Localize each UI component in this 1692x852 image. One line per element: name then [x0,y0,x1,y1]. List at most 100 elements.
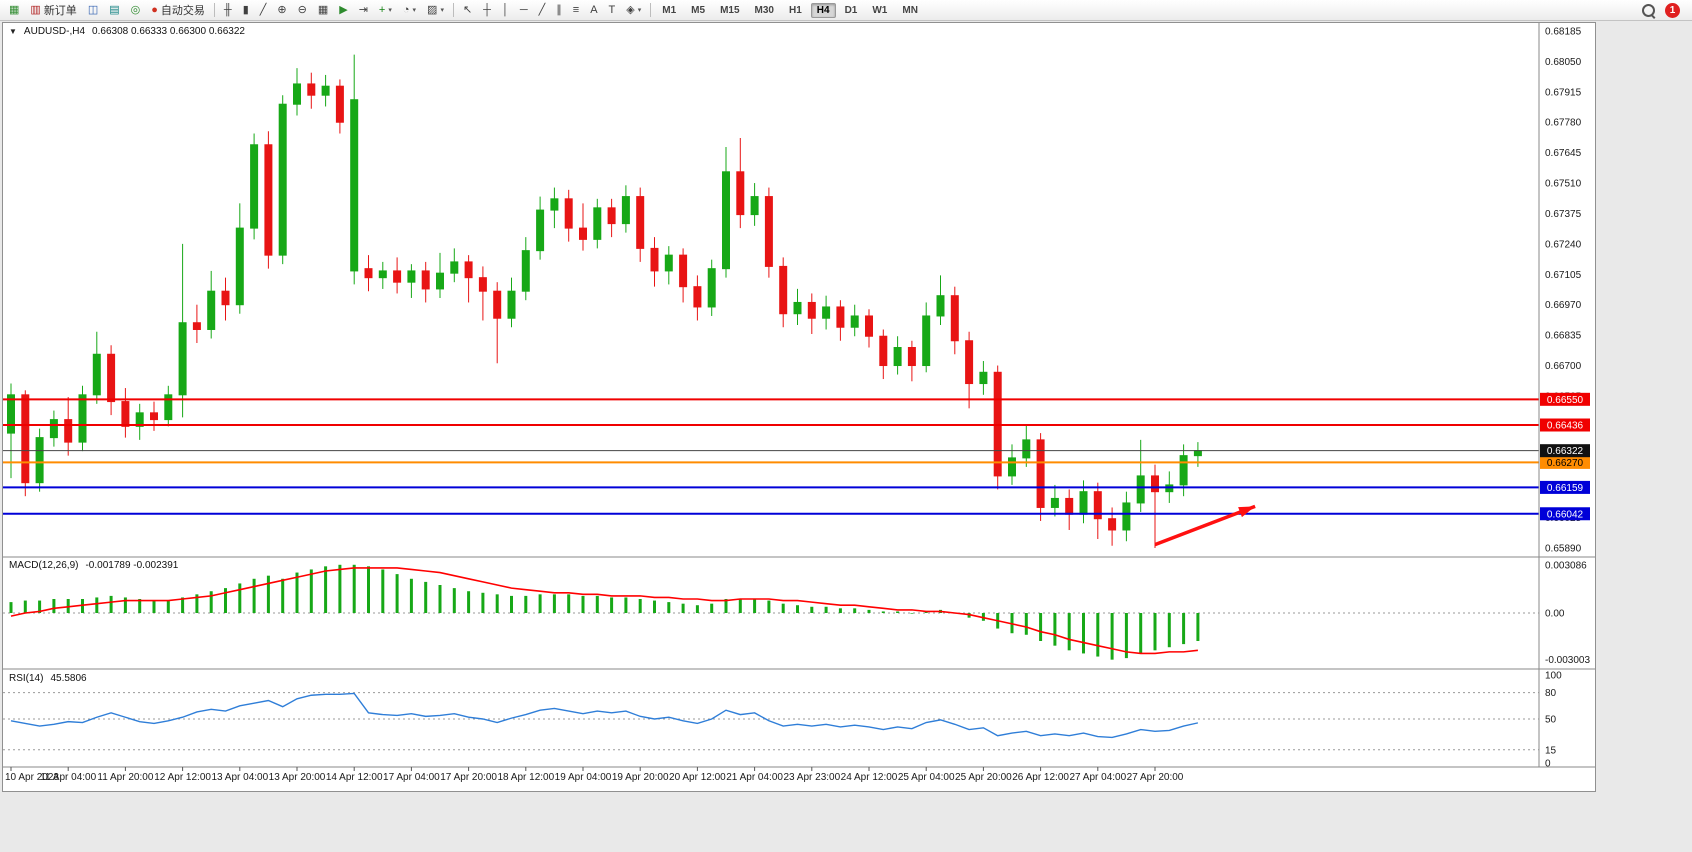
fibonacci-button[interactable]: ≡ [568,1,584,20]
toolbar-right: 1 [1642,2,1688,18]
main-chart-area[interactable] [3,23,1539,557]
svg-text:26 Apr 12:00: 26 Apr 12:00 [1012,772,1069,783]
notification-badge[interactable]: 1 [1665,2,1680,18]
autotrade-button[interactable]: ● 自动交易 [146,1,210,20]
timeframe-m15-button[interactable]: M15 [720,4,740,16]
crosshair-button[interactable]: ┼ [478,1,496,20]
indicators-button[interactable]: + ▾ [374,1,397,20]
svg-text:0.67780: 0.67780 [1545,118,1582,129]
hline-0.66270[interactable]: 0.66270 [3,455,1590,469]
trend-line-button[interactable]: ╱ [534,1,551,20]
timeframe-d1-button[interactable]: D1 [844,4,858,16]
vertical-line-button[interactable]: │ [497,1,514,20]
svg-text:0.67645: 0.67645 [1545,148,1582,159]
svg-text:21 Apr 04:00: 21 Apr 04:00 [726,772,783,783]
templates-button[interactable]: ▨ ▾ [422,1,449,20]
market-watch-button[interactable]: ▤ [104,1,124,20]
line-chart-button[interactable]: ╱ [255,1,272,20]
new-chart-button[interactable]: ▦ [4,1,24,20]
svg-text:27 Apr 20:00: 27 Apr 20:00 [1127,772,1184,783]
new-order-icon: ▥ [30,3,41,16]
svg-text:17 Apr 04:00: 17 Apr 04:00 [383,772,440,783]
svg-text:0.66159: 0.66159 [1547,483,1584,494]
navigator-button[interactable]: ◎ [126,1,146,20]
svg-text:0.66550: 0.66550 [1547,395,1584,406]
zoom-out-button[interactable]: ⊖ [293,1,312,20]
svg-text:13 Apr 20:00: 13 Apr 20:00 [269,772,326,783]
cursor-button[interactable]: ↖ [458,1,477,20]
svg-text:14 Apr 12:00: 14 Apr 12:00 [326,772,383,783]
horizontal-line-button[interactable]: ─ [515,1,533,20]
svg-text:19 Apr 04:00: 19 Apr 04:00 [555,772,612,783]
toolbar: ▦ ▥ 新订单 ◫ ▤ ◎ ● 自动交易 ╫ ▮ ╱ ⊕ ⊖ ▦ ▶ ⇥ + ▾ ◔ ▾ ▨ ▾ ↖ ┼ │ ─ ╱ ∥ ≡ A T ◈ ▾… [0,0,1692,21]
auto-scroll-button[interactable]: ▶ [334,1,352,20]
svg-text:0.003086: 0.003086 [1545,561,1587,572]
hline-0.66550[interactable]: 0.66550 [3,392,1590,406]
zoom-in-icon: ⊕ [277,3,287,16]
svg-text:11 Apr 04:00: 11 Apr 04:00 [40,772,96,783]
toolbar-file-group: ▦ ▥ 新订单 ◫ ▤ ◎ ● 自动交易 [4,1,210,20]
rsi-pane[interactable] [3,669,1539,767]
svg-text:0.67105: 0.67105 [1545,270,1582,281]
timeframe-h1-button[interactable]: H1 [788,4,802,16]
templates-icon: ▨ [427,3,438,16]
shapes-icon: ◈ [626,3,635,16]
navigator-icon: ◎ [130,3,141,16]
autotrade-label: 自动交易 [160,5,205,17]
chart-canvas[interactable]: 0.68185 0.68050 0.67915 0.67780 0.67645 0.675… [3,23,1595,791]
text-label-button[interactable]: T [604,1,621,20]
svg-text:0.67240: 0.67240 [1545,239,1582,250]
chart-shift-icon: ⇥ [358,3,368,16]
new-order-label: 新订单 [43,5,77,17]
rsi-axis-labels: 100 80 50 15 0 [1545,671,1562,770]
toolbar-chart-group: ╫ ▮ ╱ ⊕ ⊖ ▦ ▶ ⇥ + ▾ ◔ ▾ ▨ ▾ [219,1,449,20]
macd-axis-labels: 0.003086 0.00 -0.003003 [1545,561,1590,667]
timeframe-h4-button[interactable]: H4 [810,2,836,18]
bar-chart-button[interactable]: ╫ [219,1,237,20]
hline-0.66042[interactable]: 0.66042 [3,507,1590,521]
shapes-button[interactable]: ◈ ▾ [621,1,646,20]
svg-text:24 Apr 12:00: 24 Apr 12:00 [841,772,898,783]
svg-text:0.66970: 0.66970 [1545,300,1582,311]
svg-text:0.68185: 0.68185 [1545,27,1582,38]
svg-text:25 Apr 04:00: 25 Apr 04:00 [898,772,955,783]
candlestick-chart-button[interactable]: ▮ [238,1,254,20]
hline-0.66159[interactable]: 0.66159 [3,480,1590,494]
periods-button[interactable]: ◔ ▾ [398,1,421,20]
zoom-out-icon: ⊖ [297,3,307,16]
timeframe-m30-button[interactable]: M30 [754,4,774,16]
horizontal-line-icon: ─ [519,3,528,16]
svg-text:0.66322: 0.66322 [1547,446,1584,457]
timeframe-m5-button[interactable]: M5 [691,4,706,16]
timeframe-w1-button[interactable]: W1 [872,4,888,16]
toolbar-draw-group: ↖ ┼ │ ─ ╱ ∥ ≡ A T ◈ ▾ [458,1,646,20]
tile-windows-button[interactable]: ▦ [313,1,333,20]
market-watch-icon: ▤ [109,3,120,16]
trend-arrow[interactable] [1154,504,1256,547]
svg-text:0.66436: 0.66436 [1547,421,1584,432]
channel-button[interactable]: ∥ [551,1,567,20]
indicators-icon: + [378,3,386,16]
svg-text:0.67510: 0.67510 [1545,179,1582,190]
new-order-button[interactable]: ▥ 新订单 [25,1,81,20]
svg-text:17 Apr 20:00: 17 Apr 20:00 [440,772,497,783]
search-icon[interactable] [1642,3,1655,17]
timeframe-mn-button[interactable]: MN [902,4,918,16]
profiles-button[interactable]: ◫ [83,1,103,20]
profiles-icon: ◫ [87,3,99,16]
svg-text:0.66835: 0.66835 [1545,331,1582,342]
svg-text:0.66042: 0.66042 [1547,509,1584,520]
hline-0.66436[interactable]: 0.66436 [3,418,1590,432]
svg-text:12 Apr 12:00: 12 Apr 12:00 [154,772,211,783]
timeframe-m1-button[interactable]: M1 [662,4,677,16]
vertical-line-icon: │ [501,3,509,16]
text-button[interactable]: A [585,1,602,20]
text-icon: A [590,3,598,16]
periods-icon: ◔ [402,3,410,16]
timeframe-group: M1 M5 M15 M30 H1 H4 D1 W1 MN [655,2,925,18]
svg-text:-0.003003: -0.003003 [1545,655,1590,666]
chart-shift-button[interactable]: ⇥ [354,1,373,20]
zoom-in-button[interactable]: ⊕ [272,1,291,20]
text-label-icon: T [608,3,616,16]
